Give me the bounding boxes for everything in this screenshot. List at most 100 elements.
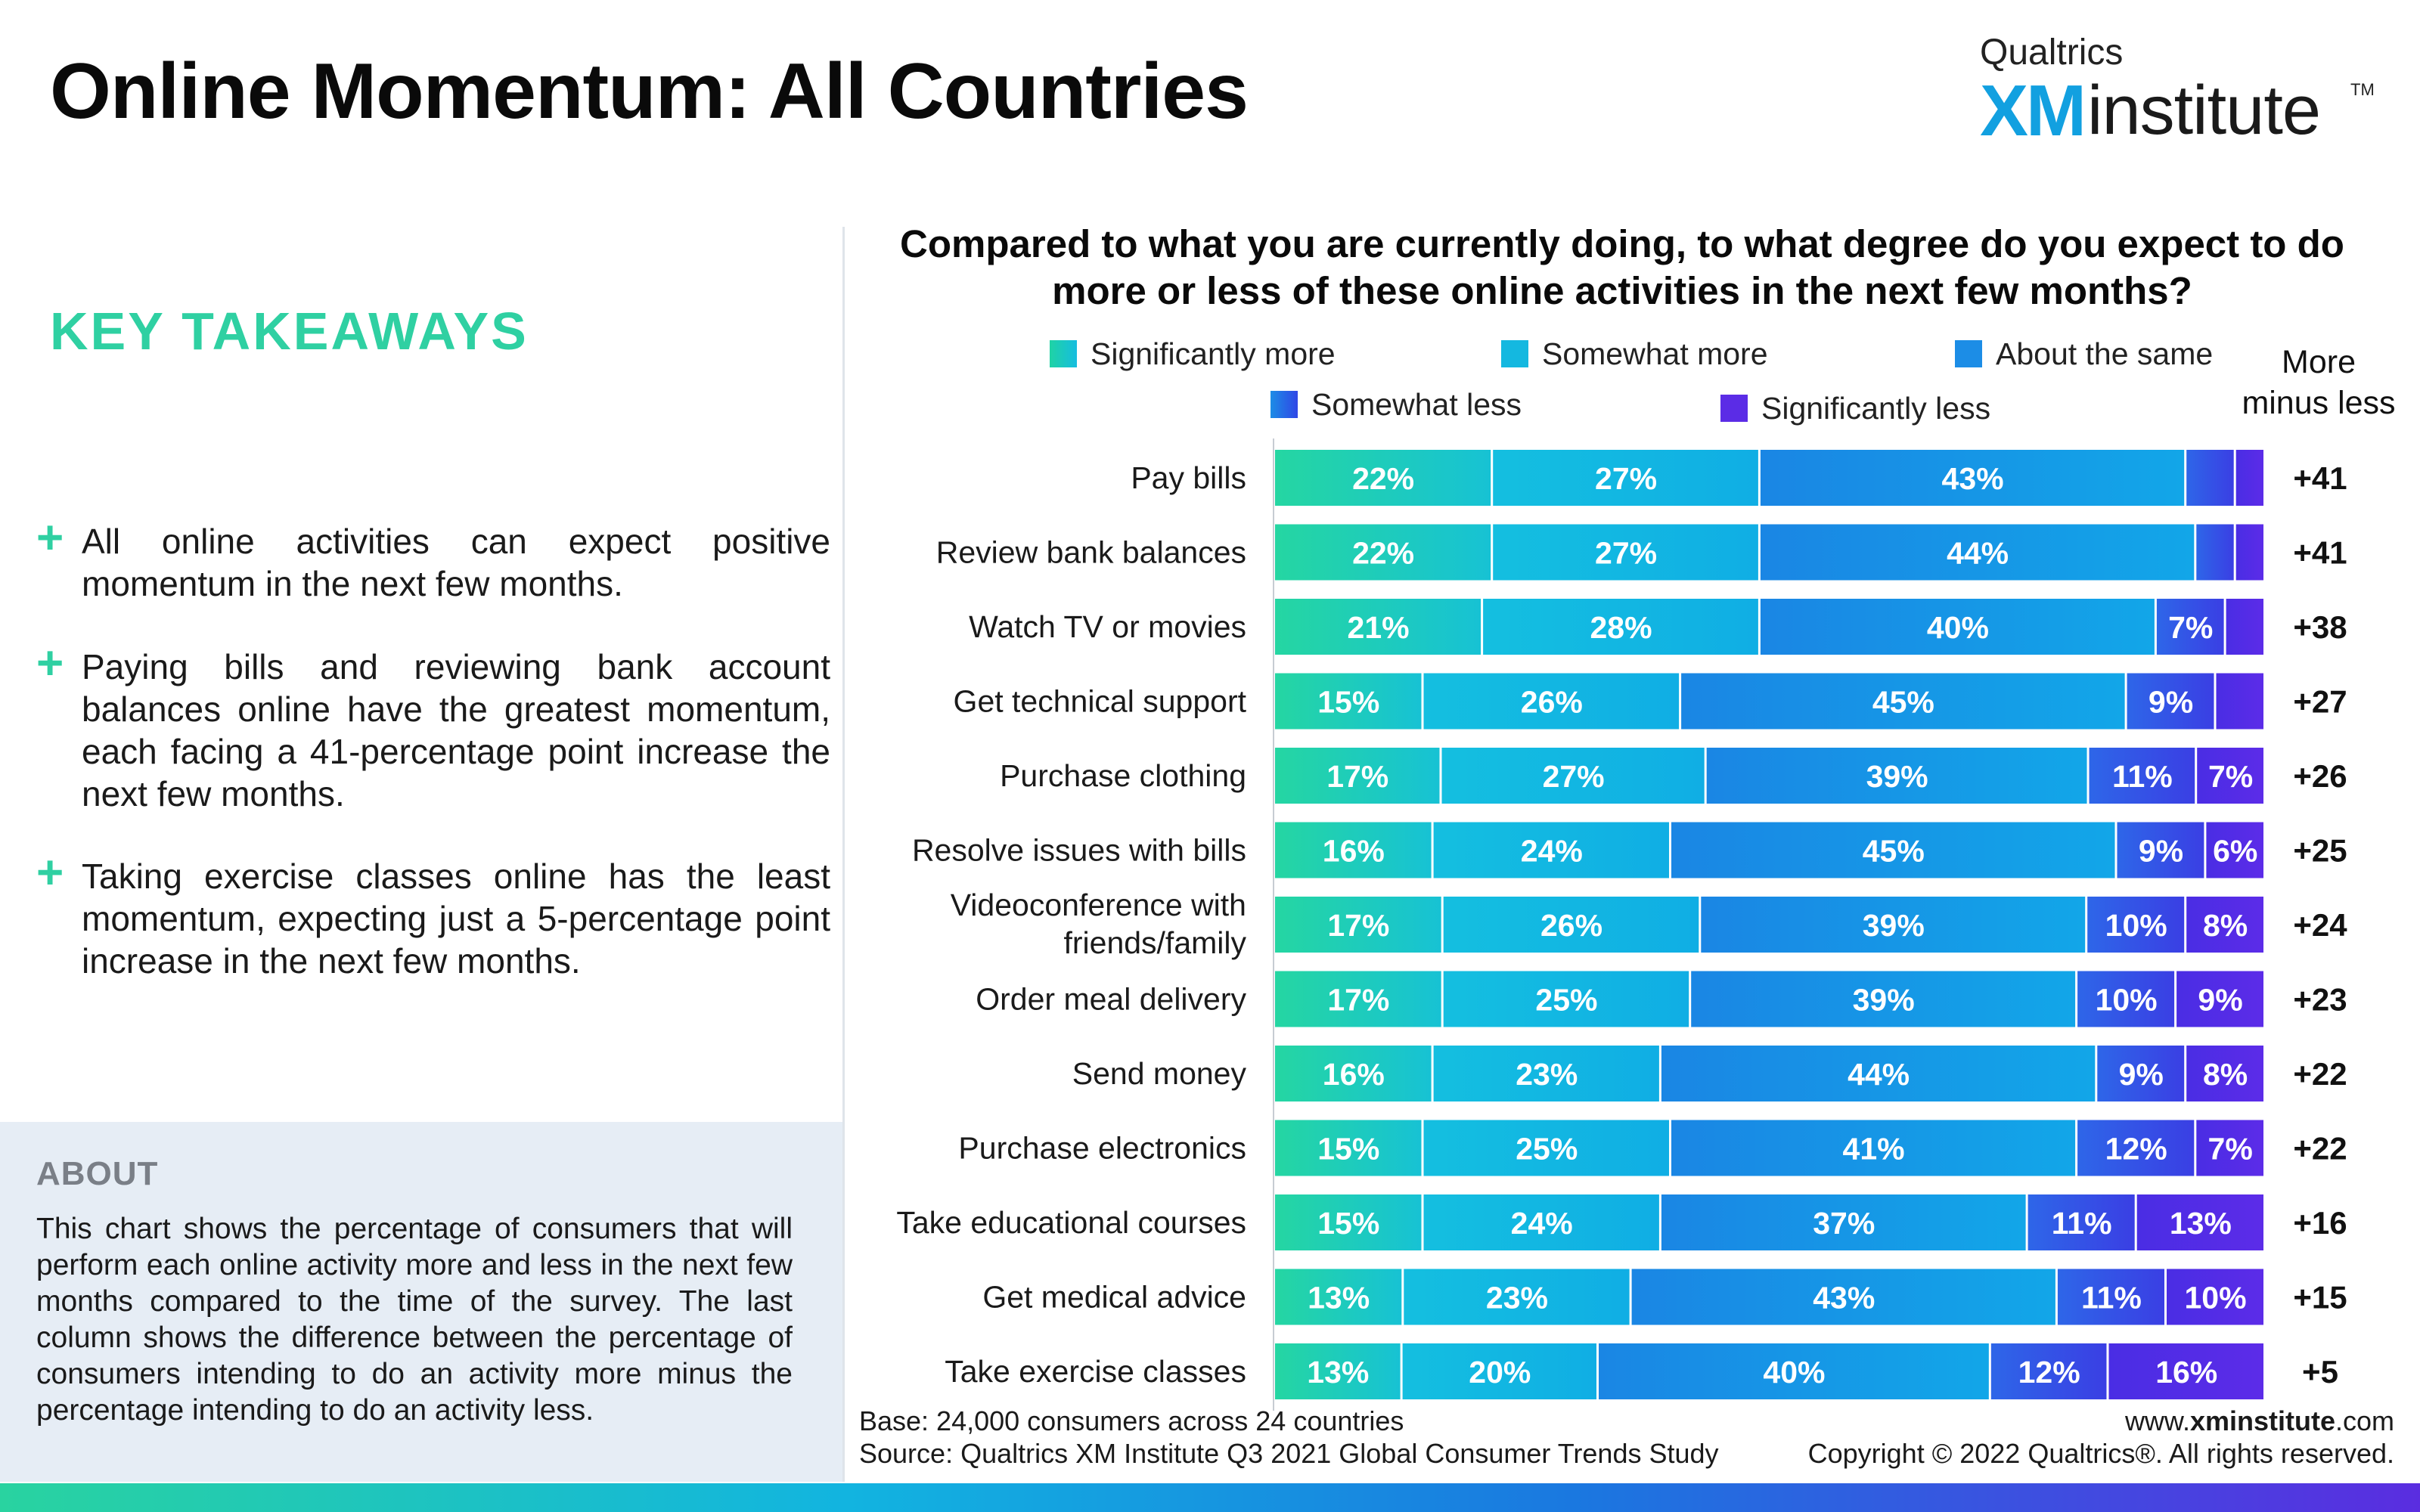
data-label: 40% bbox=[1927, 610, 1989, 645]
data-label: 12% bbox=[2105, 1132, 2167, 1167]
data-label: 17% bbox=[1326, 759, 1388, 794]
data-label: 22% bbox=[1352, 461, 1414, 496]
takeaway-text: Paying bills and reviewing bank account … bbox=[82, 647, 830, 813]
data-label: 10% bbox=[2096, 983, 2158, 1018]
legend-label: About the same bbox=[1996, 336, 2214, 371]
legend-swatch bbox=[1955, 340, 1982, 368]
data-label: 9% bbox=[2198, 983, 2242, 1018]
plus-icon: + bbox=[36, 512, 64, 564]
data-label: 16% bbox=[1323, 834, 1385, 869]
data-label: 7% bbox=[2208, 1132, 2253, 1167]
bar-segment-significantly-less bbox=[2196, 1120, 2263, 1176]
base-note: Base: 24,000 consumers across 24 countri… bbox=[859, 1405, 1404, 1436]
plus-icon: + bbox=[36, 847, 64, 899]
data-label: 21% bbox=[1348, 610, 1410, 645]
data-label: 17% bbox=[1327, 983, 1389, 1018]
bar-segment-significantly-more bbox=[1275, 971, 1441, 1027]
bar-segment-somewhat-less bbox=[2087, 897, 2185, 953]
category-label: Purchase electronics bbox=[958, 1131, 1246, 1166]
data-label: 27% bbox=[1543, 759, 1605, 794]
data-label: 41% bbox=[1843, 1132, 1905, 1167]
data-label: 27% bbox=[1595, 536, 1657, 571]
data-label: 26% bbox=[1540, 908, 1602, 943]
page-title: Online Momentum: All Countries bbox=[50, 48, 1249, 135]
data-label: 11% bbox=[2112, 759, 2173, 794]
bar-segment-somewhat-less bbox=[2156, 599, 2224, 655]
data-label: 17% bbox=[1327, 908, 1389, 943]
chart-footer-left: Base: 24,000 consumers across 24 countri… bbox=[859, 1405, 1719, 1470]
brand-trademark: TM bbox=[2350, 80, 2375, 99]
data-label: 11% bbox=[2081, 1281, 2142, 1315]
bar-segment-significantly-more bbox=[1275, 599, 1481, 655]
bar-segment-significantly-more bbox=[1275, 822, 1432, 878]
website-link[interactable]: www.xminstitute.com bbox=[2124, 1405, 2394, 1436]
net-header-line: minus less bbox=[2242, 385, 2396, 421]
bar-segment-about-the-same bbox=[1661, 1046, 2096, 1101]
net-value-label: +23 bbox=[2293, 982, 2347, 1018]
legend-label: Somewhat less bbox=[1311, 387, 1522, 422]
data-label: 37% bbox=[1813, 1206, 1875, 1241]
data-label: 16% bbox=[2155, 1355, 2217, 1390]
bar-segment-significantly-less bbox=[2206, 822, 2263, 878]
bar-segment-significantly-more bbox=[1275, 524, 1491, 581]
data-label: 11% bbox=[2052, 1206, 2112, 1241]
bar-segment-about-the-same bbox=[1760, 524, 2195, 581]
bar-segment-significantly-more bbox=[1275, 673, 1422, 730]
net-value-label: +38 bbox=[2293, 609, 2347, 645]
bar-segment-significantly-less bbox=[2186, 897, 2263, 953]
data-label: 15% bbox=[1317, 1206, 1379, 1241]
bar-segment-about-the-same bbox=[1691, 971, 2076, 1027]
legend-swatch bbox=[1720, 395, 1748, 423]
category-label: Take exercise classes bbox=[945, 1354, 1246, 1389]
category-label: Watch TV or movies bbox=[969, 609, 1246, 644]
net-header-line: More bbox=[2282, 344, 2356, 380]
bar-segment-somewhat-less bbox=[2057, 1269, 2164, 1325]
bar-segment-significantly-more bbox=[1275, 450, 1491, 506]
plus-icon: + bbox=[36, 637, 64, 689]
bar-segment-somewhat-less bbox=[2077, 1120, 2195, 1176]
legend-significantly-more: Significantly more bbox=[1050, 335, 1336, 373]
bar-segment-somewhat-more bbox=[1433, 822, 1669, 878]
bar-segment-about-the-same bbox=[1671, 822, 2115, 878]
category-label: Get medical advice bbox=[982, 1280, 1246, 1315]
bar-segment-about-the-same bbox=[1631, 1269, 2055, 1325]
data-label: 9% bbox=[2149, 685, 2193, 720]
category-label: Pay bills bbox=[1131, 460, 1246, 495]
bar-segment-somewhat-more bbox=[1493, 450, 1758, 506]
data-label: 24% bbox=[1511, 1206, 1573, 1241]
net-value-label: +22 bbox=[2293, 1131, 2347, 1167]
category-label: Send money bbox=[1072, 1056, 1247, 1091]
net-value-label: +15 bbox=[2293, 1280, 2347, 1315]
data-label: 39% bbox=[1866, 759, 1928, 794]
bar-segment-somewhat-more bbox=[1433, 1046, 1659, 1101]
data-label: 43% bbox=[1942, 461, 2004, 496]
takeaway-text: Taking exercise classes online has the l… bbox=[82, 857, 830, 981]
legend-somewhat-more: Somewhat more bbox=[1501, 335, 1768, 373]
bar-segment-somewhat-less bbox=[2077, 971, 2175, 1027]
data-label: 12% bbox=[2018, 1355, 2080, 1390]
net-value-label: +5 bbox=[2302, 1354, 2338, 1390]
net-value-label: +41 bbox=[2293, 535, 2347, 571]
data-label: 28% bbox=[1590, 610, 1652, 645]
bar-segment-about-the-same bbox=[1599, 1343, 1989, 1399]
data-label: 27% bbox=[1595, 461, 1657, 496]
net-value-label: +22 bbox=[2293, 1056, 2347, 1092]
bar-segment-somewhat-less bbox=[2127, 673, 2214, 730]
category-label: Order meal delivery bbox=[976, 982, 1246, 1017]
data-label: 45% bbox=[1863, 834, 1925, 869]
net-value-label: +16 bbox=[2293, 1205, 2347, 1241]
bar-segment-somewhat-more bbox=[1423, 673, 1680, 730]
bar-segment-somewhat-less bbox=[2186, 450, 2234, 506]
bar-segment-about-the-same bbox=[1661, 1194, 2026, 1250]
bar-segment-significantly-more bbox=[1275, 1194, 1422, 1250]
data-label: 13% bbox=[2170, 1206, 2232, 1241]
data-label: 24% bbox=[1521, 834, 1583, 869]
bar-segment-significantly-less bbox=[2216, 673, 2263, 730]
bar-segment-about-the-same bbox=[1681, 673, 2125, 730]
net-value-label: +24 bbox=[2293, 907, 2347, 943]
bar-segment-about-the-same bbox=[1760, 450, 2185, 506]
bar-segment-significantly-less bbox=[2197, 748, 2263, 804]
bar-segment-somewhat-less bbox=[2097, 1046, 2185, 1101]
legend-swatch bbox=[1270, 391, 1298, 419]
